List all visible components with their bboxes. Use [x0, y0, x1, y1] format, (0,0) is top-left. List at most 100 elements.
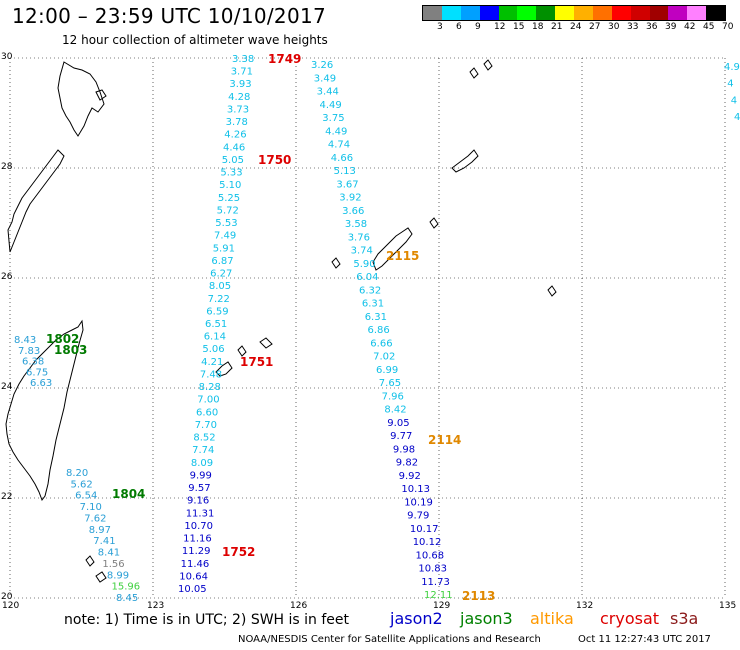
wave-height-value: 7.83 — [18, 346, 40, 357]
islet-coastline — [95, 571, 107, 583]
legend-swatch — [460, 6, 480, 20]
islet-coastline — [85, 555, 95, 567]
wave-height-value: 4.49 — [325, 126, 347, 137]
wave-height-value: 4.26 — [224, 130, 246, 141]
legend-swatch — [630, 6, 650, 20]
wave-height-value: 7.48 — [200, 370, 222, 381]
wave-height-value: 5.06 — [202, 344, 224, 355]
wave-height-value: 5.25 — [218, 193, 240, 204]
amami-coastline — [451, 149, 479, 173]
wave-height-value: 6.51 — [205, 319, 227, 330]
footer-note: note: 1) Time is in UTC; 2) SWH is in fe… — [64, 612, 350, 628]
wave-height-value: 8.99 — [107, 570, 129, 581]
wave-height-value: 5.90 — [353, 259, 375, 270]
legend-label: 39 — [665, 22, 677, 32]
wave-height-value: 11.73 — [421, 577, 450, 588]
latitude-tick: 22 — [1, 492, 13, 502]
wave-height-value: 6.27 — [210, 269, 232, 280]
wave-height-value: 9.99 — [190, 470, 212, 481]
wave-height-value: 8.28 — [199, 382, 221, 393]
wave-height-value: 4 — [731, 95, 737, 106]
wave-height-value: 3.71 — [231, 67, 253, 78]
kyushu-coastline — [57, 61, 105, 137]
wave-height-value: 10.05 — [178, 584, 207, 595]
wave-height-value: 3.38 — [232, 54, 254, 65]
wave-height-value: 9.98 — [393, 444, 415, 455]
pass-time-label: 1803 — [54, 343, 87, 357]
color-scale-legend — [422, 5, 726, 21]
wave-height-value: 4 — [727, 79, 733, 90]
islet-coastline — [95, 89, 107, 101]
pass-time-label: 2113 — [462, 589, 495, 603]
wave-height-value: 10.64 — [179, 571, 208, 582]
longitude-tick: 126 — [290, 601, 308, 611]
wave-height-value: 7.65 — [379, 378, 401, 389]
latitude-tick: 30 — [1, 52, 13, 62]
legend-swatch — [423, 6, 442, 20]
wave-height-value: 5.91 — [213, 243, 235, 254]
pass-time-label: 2115 — [386, 249, 419, 263]
wave-height-value: 8.52 — [193, 433, 215, 444]
legend-label: 45 — [703, 22, 715, 32]
altimeter-tracks: 3.38 3.713.93 4.28 3.733.78 4.264.46 5.05 5.33… — [14, 54, 740, 604]
longitude-tick: 129 — [433, 601, 451, 611]
wave-height-value: 3.73 — [227, 105, 249, 116]
wave-height-value: 5.53 — [215, 218, 237, 229]
legend-swatch — [498, 6, 518, 20]
wave-height-value: 4 — [734, 112, 740, 123]
wave-height-value: 15.96 — [112, 582, 141, 593]
legend-label: 9 — [475, 22, 481, 32]
wave-height-value: 8.43 — [14, 335, 36, 346]
wave-height-value: 8.05 — [209, 281, 231, 292]
legend-label: 36 — [646, 22, 658, 32]
wave-height-value: 11.46 — [181, 559, 210, 570]
satellite-label-jason3: jason3 — [460, 609, 513, 628]
wave-height-value: 3.75 — [322, 113, 344, 124]
islet-coastline — [469, 67, 479, 79]
legend-swatch — [441, 6, 461, 20]
wave-height-value: 8.09 — [191, 458, 213, 469]
wave-height-value: 6.86 — [368, 325, 390, 336]
longitude-tick: 123 — [147, 601, 165, 611]
legend-label: 42 — [684, 22, 696, 32]
wave-height-value: 12.11 — [424, 590, 453, 601]
wave-height-value: 6.38 — [22, 357, 44, 368]
wave-height-value: 6.63 — [30, 378, 52, 389]
wave-height-value: 7.22 — [208, 294, 230, 305]
pass-time-label: 1749 — [268, 52, 301, 66]
legend-label: 27 — [589, 22, 601, 32]
wave-height-value: 6.32 — [359, 285, 381, 296]
legend-label: 33 — [627, 22, 639, 32]
wave-height-value: 6.99 — [376, 365, 398, 376]
wave-height-value: 5.13 — [334, 166, 356, 177]
generated-timestamp: Oct 11 12:27:43 UTC 2017 — [578, 634, 711, 645]
pass-time-label: 1752 — [222, 545, 255, 559]
wave-height-value: 4.9 — [724, 62, 740, 73]
legend-label: 3 — [437, 22, 443, 32]
wave-height-value: 6.14 — [204, 332, 226, 343]
wave-height-value: 4.66 — [331, 153, 353, 164]
wave-height-value: 5.33 — [220, 168, 242, 179]
wave-height-value: 7.62 — [84, 514, 106, 525]
latitude-tick: 20 — [1, 592, 13, 602]
wave-height-value: 4.28 — [228, 92, 250, 103]
pass-time-label: 1750 — [258, 153, 291, 167]
wave-height-value: 7.02 — [373, 352, 395, 363]
satellite-label-jason2: jason2 — [390, 609, 443, 628]
wave-height-value: 7.96 — [382, 391, 404, 402]
wave-height-value: 9.57 — [188, 483, 210, 494]
wave-height-value: 7.41 — [93, 536, 115, 547]
map-subtitle: 12 hour collection of altimeter wave hei… — [62, 33, 328, 47]
latitude-tick: 28 — [1, 162, 13, 172]
wave-height-value: 9.77 — [390, 431, 412, 442]
islet-coastline — [429, 217, 439, 229]
legend-label: 18 — [532, 22, 544, 32]
taiwan-coastline — [5, 319, 84, 502]
wave-height-value: 5.62 — [71, 479, 93, 490]
wave-height-value: 6.66 — [370, 338, 392, 349]
legend-label: 12 — [494, 22, 506, 32]
wave-height-value: 7.10 — [80, 502, 102, 513]
